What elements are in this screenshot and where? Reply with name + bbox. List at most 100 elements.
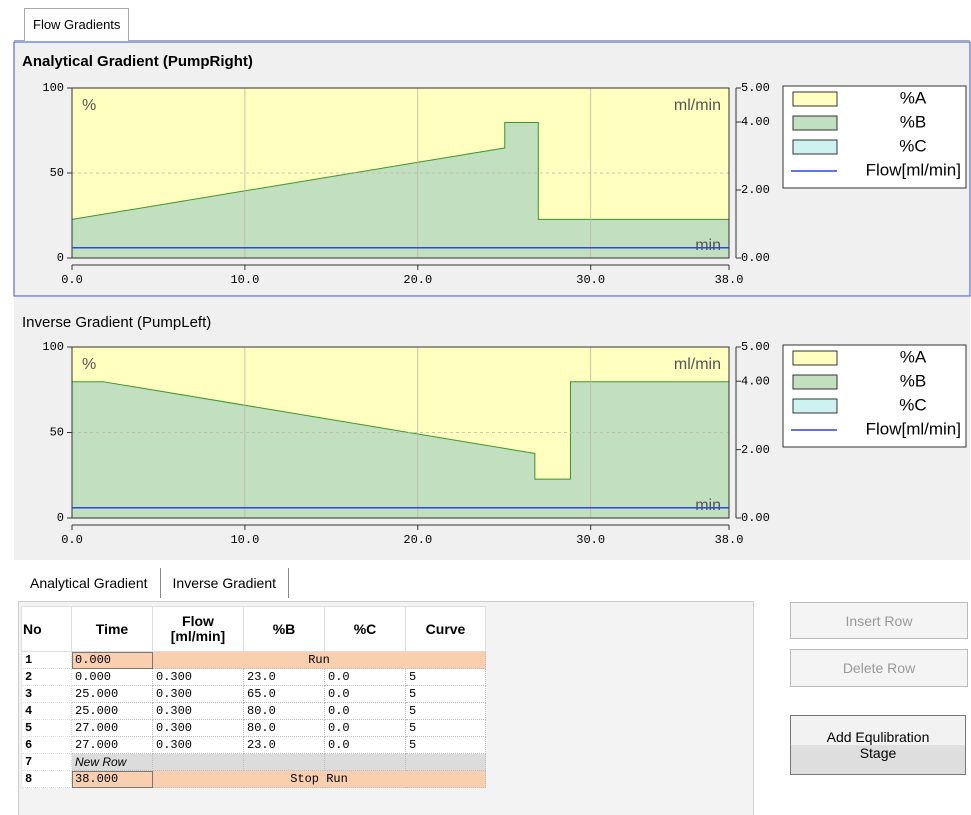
x-tick-label: 38.0 — [715, 533, 744, 547]
legend-swatch — [792, 374, 838, 390]
legend-label: %C — [899, 395, 926, 414]
y-tick-label: 50 — [50, 166, 64, 180]
cell: 27.000 — [71, 736, 153, 754]
y-label: % — [82, 97, 96, 114]
x-tick-label: 10.0 — [230, 533, 259, 547]
y-tick-label: 100 — [42, 340, 64, 354]
x-tick-label: 20.0 — [403, 273, 432, 287]
column-header: %B — [243, 606, 325, 652]
y2-tick-label: 5.00 — [741, 81, 770, 95]
y-label: % — [82, 356, 96, 373]
table-row: 2 0.000 0.300 23.0 0.0 5 — [21, 668, 486, 686]
cell: 5 — [405, 702, 486, 720]
column-header: %C — [324, 606, 406, 652]
y2-tick-label: 5.00 — [741, 340, 770, 354]
button[interactable]: Insert Row — [790, 602, 968, 639]
y-tick-label: 100 — [42, 81, 64, 95]
cell: 8 — [21, 770, 72, 788]
table-row: 7 New Row — [21, 753, 486, 771]
table-box: No Time Flow [ml/min] %B %C Curve 1 0.000 Run 2 0.… — [18, 601, 754, 815]
table: No Time Flow [ml/min] %B %C Curve 1 0.000 Run 2 0.… — [21, 606, 486, 788]
legend-label: Flow[ml/min] — [866, 160, 961, 179]
x-tick-label: 0.0 — [61, 533, 83, 547]
x-tick-label: 30.0 — [576, 273, 605, 287]
y2-tick-label: 4.00 — [741, 374, 770, 388]
y2-tick-label: 2.00 — [741, 443, 770, 457]
table-tab[interactable]: Inverse Gradient — [161, 568, 290, 598]
table-row: 5 27.000 0.300 80.0 0.0 5 — [21, 719, 486, 737]
button[interactable]: Add Equlibration Stage — [790, 715, 966, 775]
table-row: 1 0.000 Run — [21, 651, 486, 669]
column-header: Flow [ml/min] — [152, 606, 244, 652]
column-header: No — [21, 606, 72, 652]
cell: 0.0 — [324, 702, 406, 720]
cell: 5 — [21, 719, 72, 737]
table-row: 3 25.000 0.300 65.0 0.0 5 — [21, 685, 486, 703]
table-row: 4 25.000 0.300 80.0 0.0 5 — [21, 702, 486, 720]
cell: 65.0 — [243, 685, 325, 703]
table-row: 8 38.000 Stop Run — [21, 770, 486, 788]
cell: 6 — [21, 736, 72, 754]
x-tick-label: 0.0 — [61, 273, 83, 287]
y2-label: ml/min — [674, 97, 721, 114]
y2-label: ml/min — [674, 356, 721, 373]
legend-swatch — [792, 139, 838, 155]
table-tab[interactable]: Analytical Gradient — [18, 568, 161, 598]
legend-label: %B — [900, 112, 926, 131]
cell: 0.300 — [152, 719, 244, 737]
legend-label: %B — [900, 371, 926, 390]
tab-line — [14, 40, 970, 41]
cell: 0.300 — [152, 668, 244, 686]
chart-title: Analytical Gradient (PumpRight) — [22, 53, 253, 70]
area — [72, 381, 729, 518]
cell: 2 — [21, 668, 72, 686]
legend-label: %A — [900, 88, 927, 107]
cell: Stop Run — [152, 770, 486, 788]
legend-swatch — [792, 91, 838, 107]
area — [72, 88, 729, 219]
column-header: Curve — [405, 606, 486, 652]
cell: 25.000 — [71, 702, 153, 720]
cell: 0.0 — [324, 719, 406, 737]
cell: 0.0 — [324, 736, 406, 754]
legend-swatch — [792, 350, 838, 366]
cell: New Row — [71, 753, 153, 771]
cell: 0.0 — [324, 668, 406, 686]
cell: 38.000 — [71, 770, 153, 788]
y2-tick-label: 4.00 — [741, 115, 770, 129]
y-tick-label: 0 — [57, 251, 64, 265]
chart-title: Inverse Gradient (PumpLeft) — [22, 314, 211, 331]
cell: 5 — [405, 736, 486, 754]
cell: 5 — [405, 719, 486, 737]
cell — [243, 753, 325, 771]
cell — [152, 753, 244, 771]
column-header: Time — [71, 606, 153, 652]
button[interactable]: Delete Row — [790, 649, 968, 687]
cell: 27.000 — [71, 719, 153, 737]
cell: 3 — [21, 685, 72, 703]
cell: 0.300 — [152, 685, 244, 703]
y-tick-label: 50 — [50, 426, 64, 440]
cell: Run — [152, 651, 486, 669]
y2-tick-label: 0.00 — [741, 511, 770, 525]
cell: 23.0 — [243, 736, 325, 754]
x-label: min — [695, 497, 721, 514]
cell: 1 — [21, 651, 72, 669]
legend-swatch — [792, 398, 838, 414]
table-tabs: Analytical Gradient Inverse Gradient — [18, 568, 290, 598]
x-tick-label: 20.0 — [403, 533, 432, 547]
x-label: min — [695, 237, 721, 254]
tab[interactable]: Flow Gradients — [24, 8, 130, 41]
cell: 4 — [21, 702, 72, 720]
header-row: No Time Flow [ml/min] %B %C Curve — [21, 606, 486, 652]
cell: 0.000 — [71, 668, 153, 686]
y2-tick-label: 0.00 — [741, 251, 770, 265]
cell: 5 — [405, 668, 486, 686]
cell: 80.0 — [243, 702, 325, 720]
table-row: 6 27.000 0.300 23.0 0.0 5 — [21, 736, 486, 754]
legend-swatch — [792, 115, 838, 131]
cell — [324, 753, 406, 771]
cell: 0.300 — [152, 736, 244, 754]
charts: Analytical Gradient (PumpRight) 0 50 100 0.0… — [13, 41, 971, 560]
